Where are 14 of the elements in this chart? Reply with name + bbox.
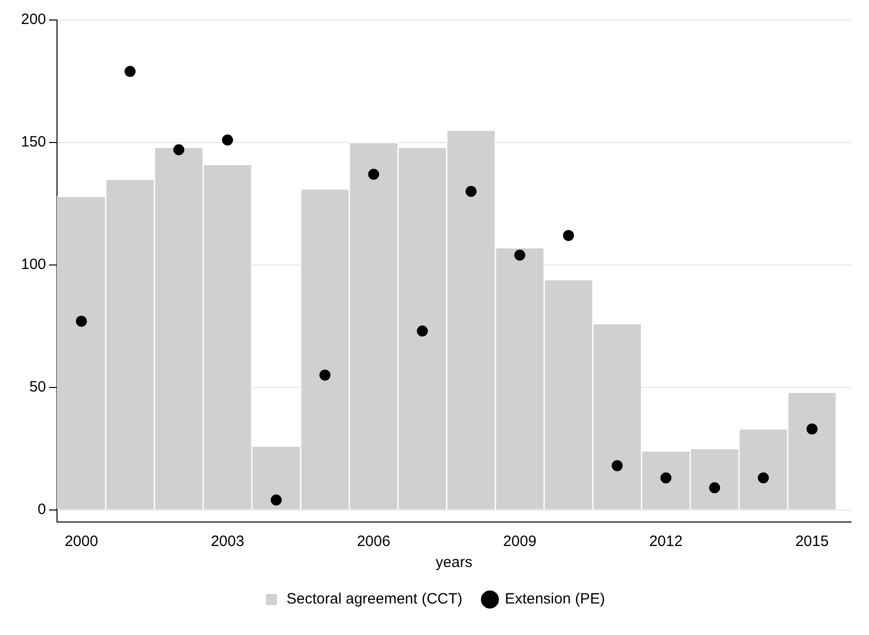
x-tick-label: 2003	[210, 533, 244, 550]
x-tick-label: 2000	[64, 533, 98, 550]
y-tick-label: 150	[20, 134, 46, 151]
y-tick-label: 50	[29, 378, 46, 396]
legend-label: Extension (PE)	[504, 590, 605, 608]
legend-label: Sectoral agreement (CCT)	[286, 590, 462, 608]
x-tick-label: 2006	[356, 533, 390, 550]
x-axis-title: years	[436, 554, 472, 572]
y-tick-label: 100	[20, 256, 46, 274]
x-tick-label: 2015	[795, 533, 829, 550]
y-tick-label: 200	[20, 11, 46, 28]
x-tick-label: 2012	[649, 533, 683, 550]
y-tick-label: 0	[38, 500, 46, 518]
x-tick-label: 2009	[503, 533, 536, 550]
